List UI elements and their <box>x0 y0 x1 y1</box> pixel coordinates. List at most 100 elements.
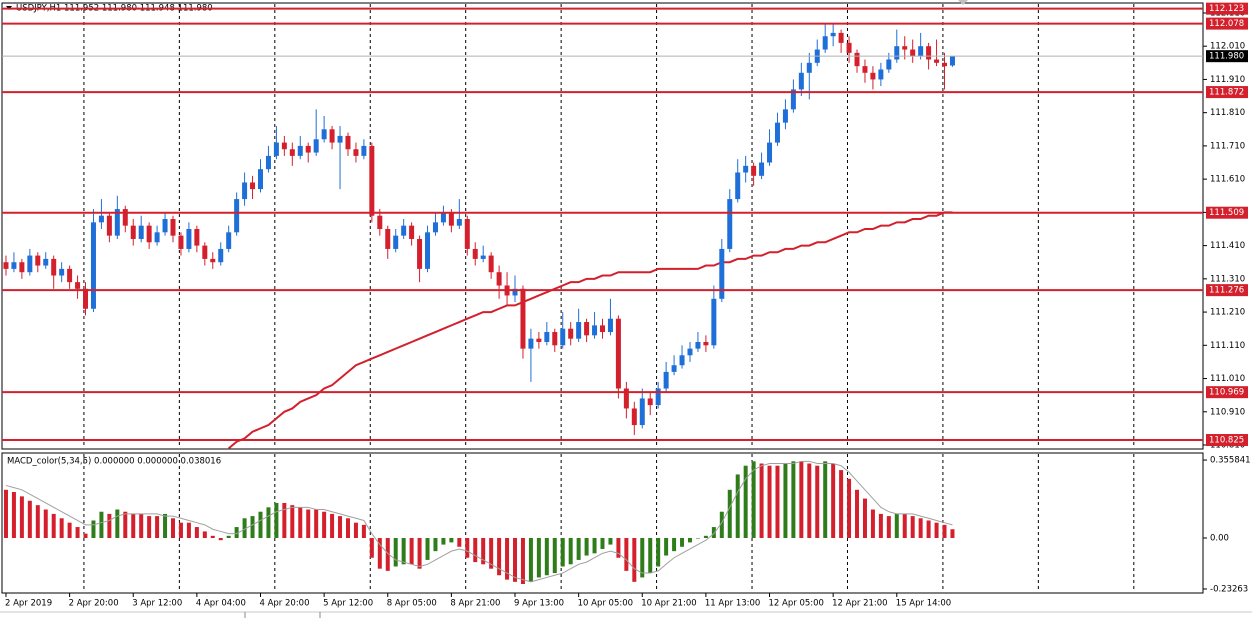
histogram-bar <box>934 522 939 539</box>
histogram-bar <box>894 513 899 539</box>
y-tick-label: 111.010 <box>1210 374 1245 384</box>
histogram-bar <box>886 516 891 539</box>
y-tick-label: 111.410 <box>1210 241 1245 251</box>
candle-body <box>536 338 542 342</box>
histogram-bar <box>75 527 80 539</box>
histogram-bar <box>520 538 525 585</box>
candle-body <box>138 225 144 239</box>
histogram-bar <box>401 538 406 565</box>
candle-body <box>377 215 383 229</box>
histogram-bar <box>648 538 653 574</box>
candle-body <box>822 36 828 50</box>
histogram-bar <box>799 461 804 539</box>
candle-body <box>806 62 812 73</box>
histogram-bar <box>632 538 637 582</box>
histogram-bar <box>67 522 72 539</box>
histogram-bar <box>457 538 462 547</box>
histogram-bar <box>83 533 88 539</box>
histogram-bar <box>680 538 685 547</box>
candle-body <box>727 199 733 249</box>
histogram-bar <box>186 522 191 539</box>
indicator-title: MACD_color(5,34,5) 0.000000 0.000000 0.0… <box>7 457 221 467</box>
histogram-bar <box>131 513 136 539</box>
histogram-bar <box>719 511 724 539</box>
candle-body <box>934 59 940 63</box>
histogram-bar <box>163 513 168 539</box>
candle-body <box>878 69 884 80</box>
histogram-bar <box>306 509 311 539</box>
candle-body <box>210 258 216 263</box>
histogram-bar <box>139 513 144 539</box>
candle-body <box>19 262 25 273</box>
histogram-bar <box>19 496 24 539</box>
histogram-bar <box>274 502 279 539</box>
histogram-bar <box>855 489 860 539</box>
y-tick-label: 112.010 <box>1210 42 1245 52</box>
candle-body <box>949 56 955 66</box>
candle-body <box>59 268 65 276</box>
candle-body <box>313 139 319 153</box>
histogram-bar <box>497 538 502 576</box>
histogram-bar <box>505 538 510 580</box>
histogram-bar <box>155 516 160 539</box>
candle-body <box>544 332 550 342</box>
histogram-bar <box>353 522 358 539</box>
histogram-bar <box>815 465 820 539</box>
candle-body <box>584 322 590 336</box>
histogram-bar <box>393 538 398 567</box>
histogram-bar <box>473 538 478 563</box>
histogram-bar <box>27 500 32 539</box>
histogram-bar <box>322 511 327 539</box>
histogram-bar <box>147 516 152 539</box>
candle-body <box>790 89 796 110</box>
candle-body <box>456 219 462 226</box>
y-tick-label: 111.910 <box>1210 75 1245 85</box>
histogram-bar <box>441 538 446 545</box>
candle-body <box>218 248 224 263</box>
candle-body <box>440 212 446 223</box>
candle-body <box>250 182 256 190</box>
candle-body <box>130 225 136 239</box>
candle-body <box>631 408 637 426</box>
histogram-bar <box>624 538 629 571</box>
candle-body <box>257 169 263 190</box>
candle-body <box>735 172 741 200</box>
candle-body <box>886 59 892 70</box>
candle-body <box>83 288 89 309</box>
x-tick-label: 12 Apr 05:00 <box>769 599 824 609</box>
level-label-box <box>1206 2 1248 15</box>
candle-body <box>592 325 598 336</box>
candle-body <box>472 248 478 259</box>
x-tick-label: 10 Apr 21:00 <box>641 599 696 609</box>
level-label: 112.123 <box>1209 4 1244 14</box>
candle-body <box>401 225 407 236</box>
histogram-bar <box>576 538 581 560</box>
macd-panel <box>1 452 1204 594</box>
level-label-box <box>1206 386 1248 399</box>
candle-body <box>98 215 104 223</box>
candle-body <box>838 32 844 43</box>
candle-body <box>600 325 605 333</box>
y-tick-label: 111.110 <box>1210 341 1245 351</box>
histogram-bar <box>870 509 875 539</box>
x-tick-label: 10 Apr 05:00 <box>578 599 633 609</box>
candle-body <box>11 262 17 269</box>
candle-body <box>743 165 749 173</box>
candle-body <box>663 371 669 389</box>
candle-body <box>846 42 852 53</box>
candle-body <box>425 232 431 269</box>
histogram-bar <box>711 527 716 539</box>
histogram-bar <box>171 518 176 539</box>
histogram-bar <box>345 518 350 539</box>
histogram-bar <box>210 535 215 539</box>
histogram-bar <box>298 507 303 539</box>
level-label: 110.825 <box>1209 436 1244 446</box>
level-label: 112.078 <box>1209 19 1244 29</box>
candle-body <box>51 258 57 276</box>
candle-body <box>639 398 645 426</box>
histogram-bar <box>552 538 557 574</box>
candle-body <box>234 199 240 233</box>
